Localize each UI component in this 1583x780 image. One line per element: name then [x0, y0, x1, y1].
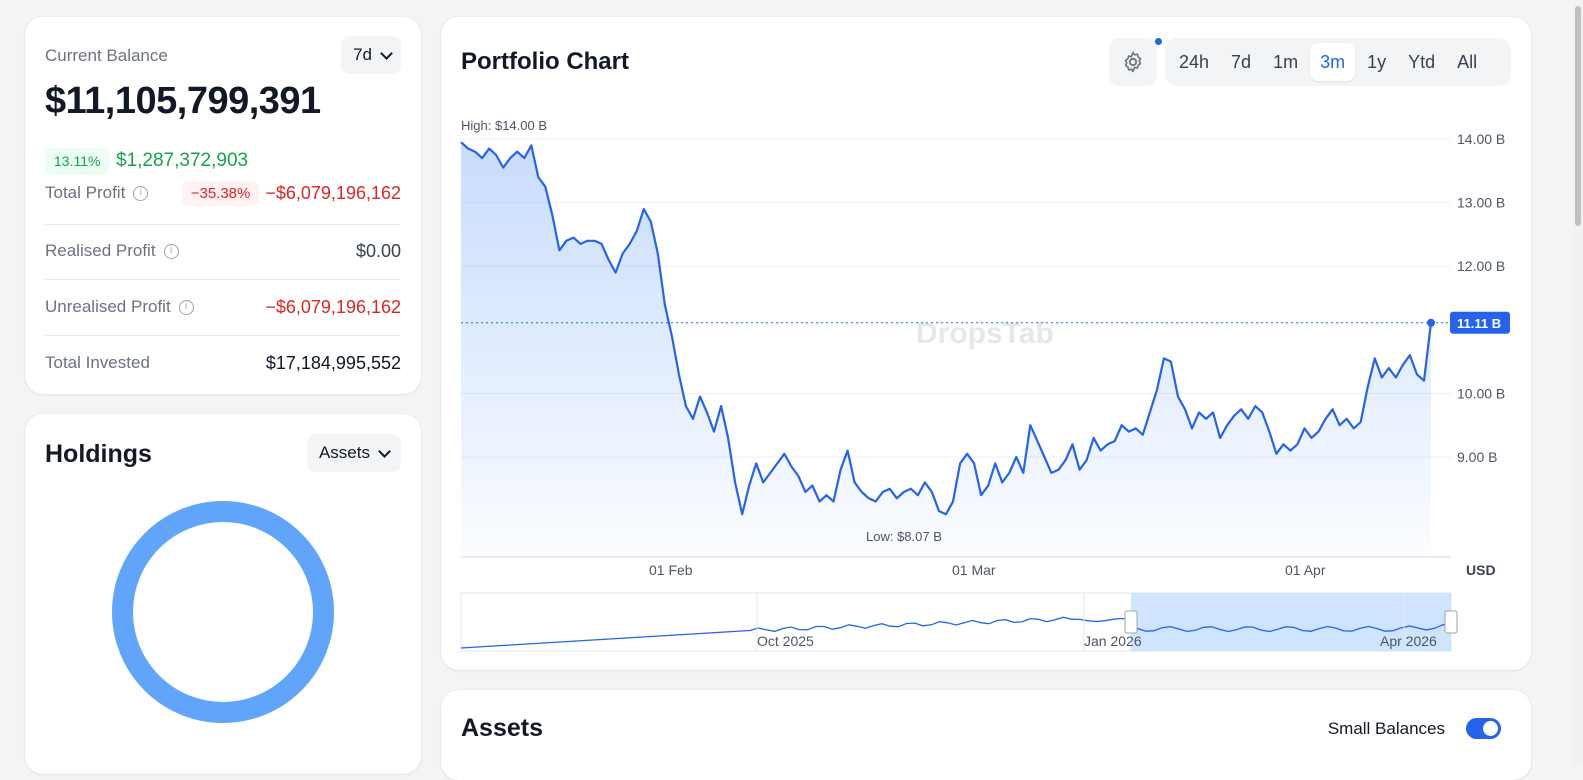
realised-profit-label: Realised Profit: [45, 241, 156, 260]
small-balances-toggle[interactable]: [1466, 718, 1501, 739]
total-profit-row: Total Profit i −35.38% −$6,079,196,162: [45, 173, 401, 213]
chart-high-label: High: $14.00 B: [461, 118, 547, 133]
x-axis-tick-label: 01 Mar: [952, 562, 996, 578]
unrealised-profit-row: Unrealised Profit i −$6,079,196,162: [45, 287, 401, 327]
x-axis-tick-label: 01 Apr: [1285, 562, 1326, 578]
navigator-right-handle[interactable]: [1444, 610, 1458, 634]
portfolio-area-fill: [461, 142, 1431, 557]
balance-card: Current Balance 7d $11,105,799,391 13.11…: [25, 17, 421, 394]
navigator-tick: Oct 2025: [757, 633, 814, 649]
current-balance-amount: $11,105,799,391: [45, 80, 321, 122]
balance-period-value: 7d: [353, 45, 372, 64]
assets-title: Assets: [461, 714, 543, 742]
total-invested-value: $17,184,995,552: [265, 352, 401, 373]
total-profit-label: Total Profit: [45, 183, 126, 202]
total-profit-pct-badge: −35.38%: [181, 180, 260, 206]
range-button-24h[interactable]: 24h: [1179, 52, 1210, 72]
range-button-3m[interactable]: 3m: [1310, 43, 1356, 81]
current-value-point: [1427, 318, 1435, 327]
y-axis-tick-label: 10.00 B: [1457, 385, 1505, 401]
range-navigator[interactable]: Oct 2025 Jan 2026 Apr 2026: [460, 592, 1458, 652]
time-range-selector: 24h 7d 1m 3m 1y Ytd All: [1165, 38, 1511, 86]
current-balance-label: Current Balance: [45, 46, 168, 65]
y-axis-tick-label: 14.00 B: [1457, 131, 1505, 147]
svg-text:DropsTab: DropsTab: [916, 317, 1054, 350]
navigator-tick: Apr 2026: [1380, 633, 1437, 649]
toggle-knob: [1483, 721, 1498, 736]
scrollbar-thumb[interactable]: [1575, 6, 1581, 226]
portfolio-chart-title: Portfolio Chart: [461, 48, 629, 75]
current-value-tag: 11.11 B: [1450, 311, 1510, 334]
page-scrollbar[interactable]: [1573, 0, 1583, 765]
navigator-left-handle[interactable]: [1124, 610, 1138, 634]
notification-dot: [1155, 38, 1162, 45]
total-invested-label: Total Invested: [45, 353, 150, 372]
range-button-1y[interactable]: 1y: [1367, 52, 1387, 72]
realised-profit-row: Realised Profit i $0.00: [45, 231, 401, 271]
navigator-line: [460, 616, 1452, 649]
x-axis-tick-label: 01 Feb: [649, 562, 693, 578]
info-icon[interactable]: i: [178, 299, 194, 315]
unrealised-profit-value: −$6,079,196,162: [265, 296, 401, 317]
range-button-7d[interactable]: 7d: [1231, 52, 1252, 72]
holdings-card: Holdings Assets: [25, 414, 421, 774]
range-button-1m[interactable]: 1m: [1273, 52, 1299, 72]
dropstab-watermark: DropsTab: [916, 317, 1054, 350]
chevron-down-icon: [378, 444, 391, 458]
y-axis-tick-label: 13.00 B: [1457, 195, 1505, 211]
holdings-dropdown-value: Assets: [318, 443, 370, 462]
chart-settings-button[interactable]: [1109, 38, 1157, 86]
portfolio-line-series: [460, 141, 1433, 516]
chevron-down-icon: [380, 46, 393, 60]
range-button-ytd[interactable]: Ytd: [1408, 52, 1436, 72]
currency-label: USD: [1466, 562, 1496, 578]
balance-change-value: $1,287,372,903: [116, 150, 249, 171]
unrealised-profit-label: Unrealised Profit: [45, 297, 171, 316]
info-icon[interactable]: i: [133, 185, 149, 201]
current-value-label: 11.11 B: [1457, 316, 1501, 331]
info-icon[interactable]: i: [163, 243, 179, 259]
y-axis-tick-label: 12.00 B: [1457, 258, 1505, 274]
divider: [45, 224, 401, 225]
portfolio-area-chart[interactable]: DropsTab 11.11 B 14.00 B 13.00 B 12.00 B 10…: [441, 17, 1531, 670]
small-balances-label: Small Balances: [1327, 719, 1445, 738]
divider: [45, 335, 401, 336]
chart-low-label: Low: $8.07 B: [866, 529, 942, 544]
holdings-donut-chart[interactable]: [112, 501, 334, 723]
assets-card: Assets Small Balances: [441, 690, 1531, 780]
gear-icon: [1124, 51, 1142, 73]
holdings-title: Holdings: [45, 440, 152, 468]
total-invested-row: Total Invested $17,184,995,552: [45, 343, 401, 383]
balance-period-dropdown[interactable]: 7d: [341, 36, 401, 74]
navigator-tick: Jan 2026: [1084, 633, 1142, 649]
range-button-all[interactable]: All: [1457, 52, 1478, 72]
realised-profit-value: $0.00: [355, 240, 401, 261]
y-axis-tick-label: 9.00 B: [1457, 449, 1497, 465]
total-profit-value: −$6,079,196,162: [265, 182, 401, 203]
navigator-selection[interactable]: [1131, 593, 1451, 651]
balance-change-pct-badge: 13.11%: [45, 148, 110, 175]
holdings-assets-dropdown[interactable]: Assets: [306, 434, 401, 472]
divider: [45, 279, 401, 280]
portfolio-chart-card: Portfolio Chart 24h 7d 1m 3m 1y Ytd All DropsT…: [441, 17, 1531, 670]
